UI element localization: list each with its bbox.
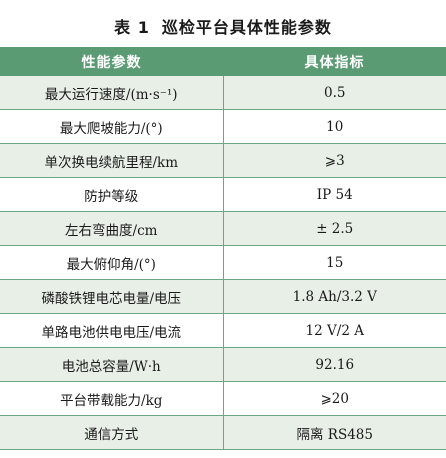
table-header-row: 性能参数 具体指标	[0, 47, 446, 76]
value-cell: 12 V/2 A	[223, 313, 446, 348]
value-cell: 15	[223, 245, 446, 280]
value-cell: ± 2.5	[223, 211, 446, 246]
header-parameter: 性能参数	[0, 47, 223, 76]
header-value: 具体指标	[223, 47, 446, 76]
table-title: 巡检平台具体性能参数	[161, 18, 332, 37]
spec-table: 性能参数 具体指标 最大运行速度/(m·s⁻¹) 0.5 最大爬坡能力/(°) 10 单…	[0, 47, 446, 450]
table-row: 最大俯仰角/(°) 15	[0, 245, 446, 280]
parameter-cell: 左右弯曲度/cm	[0, 211, 224, 246]
table-row: 电池总容量/W·h 92.16	[0, 347, 446, 382]
parameter-cell: 单路电池供电电压/电流	[0, 313, 224, 348]
table-row: 磷酸铁锂电芯电量/电压 1.8 Ah/3.2 V	[0, 279, 446, 314]
parameter-cell: 防护等级	[0, 177, 224, 212]
table-row: 防护等级 IP 54	[0, 177, 446, 212]
table-row: 最大运行速度/(m·s⁻¹) 0.5	[0, 76, 446, 110]
table-row: 单路电池供电电压/电流 12 V/2 A	[0, 313, 446, 348]
value-cell: 1.8 Ah/3.2 V	[223, 279, 446, 314]
table-row: 最大爬坡能力/(°) 10	[0, 109, 446, 144]
table-row: 平台带载能力/kg ⩾20	[0, 381, 446, 416]
table-body: 最大运行速度/(m·s⁻¹) 0.5 最大爬坡能力/(°) 10 单次换电续航里程/km…	[0, 76, 446, 450]
value-cell: 隔离 RS485	[223, 415, 446, 450]
value-cell: ⩾3	[223, 143, 446, 178]
value-cell: ⩾20	[223, 381, 446, 416]
parameter-cell: 通信方式	[0, 415, 224, 450]
table-row: 左右弯曲度/cm ± 2.5	[0, 211, 446, 246]
table-row: 通信方式 隔离 RS485	[0, 415, 446, 450]
table-caption: 表 1 巡检平台具体性能参数	[0, 14, 446, 38]
table-row: 单次换电续航里程/km ⩾3	[0, 143, 446, 178]
value-cell: 10	[223, 109, 446, 144]
parameter-cell: 最大运行速度/(m·s⁻¹)	[0, 76, 224, 110]
parameter-cell: 最大爬坡能力/(°)	[0, 109, 224, 144]
parameter-cell: 单次换电续航里程/km	[0, 143, 224, 178]
value-cell: 0.5	[223, 76, 446, 110]
parameter-cell: 最大俯仰角/(°)	[0, 245, 224, 280]
parameter-cell: 电池总容量/W·h	[0, 347, 224, 382]
value-cell: 92.16	[223, 347, 446, 382]
parameter-cell: 平台带载能力/kg	[0, 381, 224, 416]
parameter-cell: 磷酸铁锂电芯电量/电压	[0, 279, 224, 314]
value-cell: IP 54	[223, 177, 446, 212]
table-number: 表 1	[114, 18, 150, 37]
